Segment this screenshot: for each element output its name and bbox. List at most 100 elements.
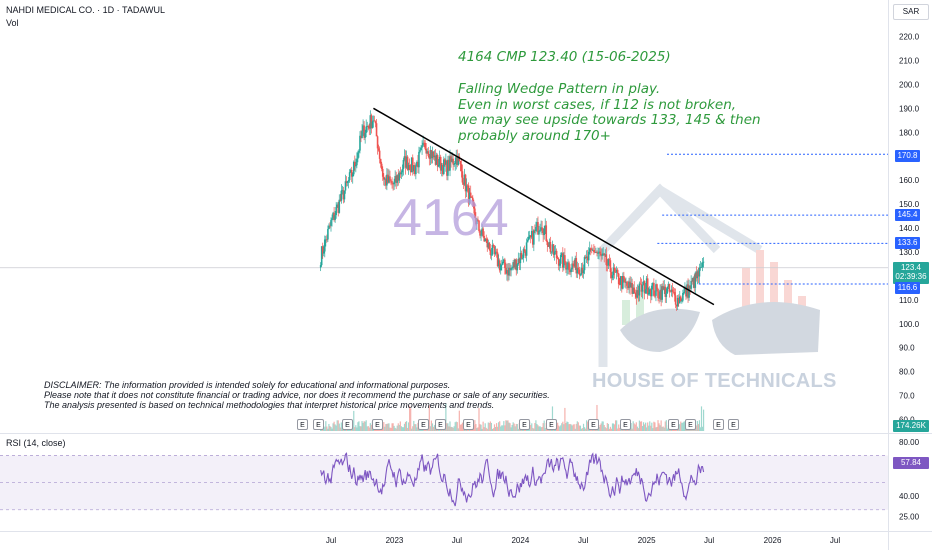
falling-wedge-trendline: [373, 107, 715, 306]
candle-body: [648, 289, 651, 294]
candle-body: [617, 273, 620, 285]
volume-bar: [601, 421, 603, 431]
candle-body: [393, 181, 395, 185]
disclaimer-line: The analysis presented is based on techn…: [44, 400, 495, 410]
earnings-event-marker[interactable]: E: [668, 419, 679, 430]
volume-bar: [461, 422, 464, 431]
candle-body: [363, 125, 365, 138]
candle-body: [378, 150, 381, 159]
volume-bar: [324, 426, 326, 431]
candle-body: [645, 278, 648, 290]
volume-bar: [416, 427, 418, 431]
candle-body: [629, 281, 631, 288]
candle-body: [384, 178, 386, 180]
candle-body: [682, 293, 684, 301]
volume-bar: [459, 424, 461, 431]
candle-body: [440, 165, 443, 171]
volume-bar: [606, 423, 608, 431]
price-series: [319, 110, 705, 311]
volume-bar: [661, 426, 663, 431]
earnings-event-marker[interactable]: E: [297, 419, 308, 430]
candle-body: [604, 254, 607, 256]
volume-bar: [654, 422, 656, 431]
volume-bar: [642, 422, 645, 431]
candle-body: [583, 257, 586, 271]
candle-body: [571, 263, 573, 270]
earnings-event-marker[interactable]: E: [372, 419, 383, 430]
candle-body: [691, 280, 693, 282]
price-tick-label: 90.0: [899, 344, 915, 353]
volume-bar: [452, 427, 454, 431]
volume-bar: [427, 428, 429, 431]
candle-body: [567, 262, 569, 269]
volume-bar: [614, 420, 617, 431]
volume-bar: [358, 421, 360, 431]
volume-bar: [493, 424, 496, 431]
earnings-event-marker[interactable]: E: [620, 419, 631, 430]
rsi-title[interactable]: RSI (14, close): [6, 438, 66, 448]
volume-bar: [393, 425, 395, 431]
candle-body: [700, 266, 703, 268]
volume-bar: [503, 421, 505, 431]
volume-bar: [485, 427, 487, 431]
earnings-event-marker[interactable]: E: [342, 419, 353, 430]
earnings-event-marker[interactable]: E: [588, 419, 599, 430]
candle-body: [374, 121, 377, 124]
candle-body: [592, 249, 594, 251]
volume-tag: 174.26K: [893, 420, 929, 432]
target-tag-170: 170.8: [895, 150, 920, 162]
candle-body: [483, 235, 485, 242]
volume-bar: [600, 423, 602, 431]
currency-button[interactable]: SAR: [893, 4, 929, 20]
candle-body: [431, 151, 434, 159]
candle-body: [464, 174, 467, 192]
earnings-event-marker[interactable]: E: [519, 419, 530, 430]
volume-bar: [340, 422, 342, 431]
candle-body: [423, 142, 425, 144]
candle-body: [448, 159, 450, 171]
volume-bar: [516, 424, 518, 431]
volume-bar: [635, 422, 637, 431]
volume-bar: [573, 424, 575, 431]
volume-bar: [354, 427, 356, 431]
earnings-event-marker[interactable]: E: [435, 419, 446, 430]
candle-body: [376, 136, 379, 149]
current-price-value: 123.4: [900, 263, 922, 272]
earnings-event-marker[interactable]: E: [418, 419, 429, 430]
volume-bar: [695, 425, 697, 431]
candle-body: [550, 251, 553, 253]
candle-body: [367, 126, 370, 127]
volume-bar: [530, 425, 532, 431]
earnings-event-marker[interactable]: E: [713, 419, 724, 430]
candle-body: [689, 285, 691, 289]
candle-body: [495, 251, 498, 253]
annotation-body[interactable]: Falling Wedge Pattern in play. Even in w…: [458, 81, 761, 144]
volume-bar: [538, 426, 540, 431]
earnings-event-marker[interactable]: E: [685, 419, 696, 430]
candle-body: [523, 249, 526, 252]
earnings-event-marker[interactable]: E: [313, 419, 324, 430]
candle-body: [348, 172, 351, 181]
earnings-event-marker[interactable]: E: [728, 419, 739, 430]
candle-body: [610, 272, 613, 279]
annotation-headline[interactable]: 4164 CMP 123.40 (15-06-2025): [458, 49, 671, 65]
candle-body: [490, 254, 493, 256]
earnings-event-marker[interactable]: E: [546, 419, 557, 430]
volume-bar: [651, 422, 653, 431]
earnings-event-marker[interactable]: E: [463, 419, 474, 430]
candle-body: [569, 270, 571, 273]
candle-body: [369, 115, 372, 129]
volume-bar: [640, 421, 643, 431]
symbol-title[interactable]: NAHDI MEDICAL CO. · 1D · TADAWUL: [6, 5, 166, 15]
volume-bar: [698, 420, 701, 431]
candle-body: [430, 150, 433, 159]
candle-body: [581, 267, 584, 274]
candle-body: [687, 284, 689, 298]
volume-bar: [577, 422, 579, 431]
candle-body: [599, 251, 601, 254]
volume-bar: [455, 421, 457, 431]
volume-bar: [605, 428, 607, 431]
candle-body: [380, 163, 383, 169]
candle-body: [534, 230, 536, 232]
